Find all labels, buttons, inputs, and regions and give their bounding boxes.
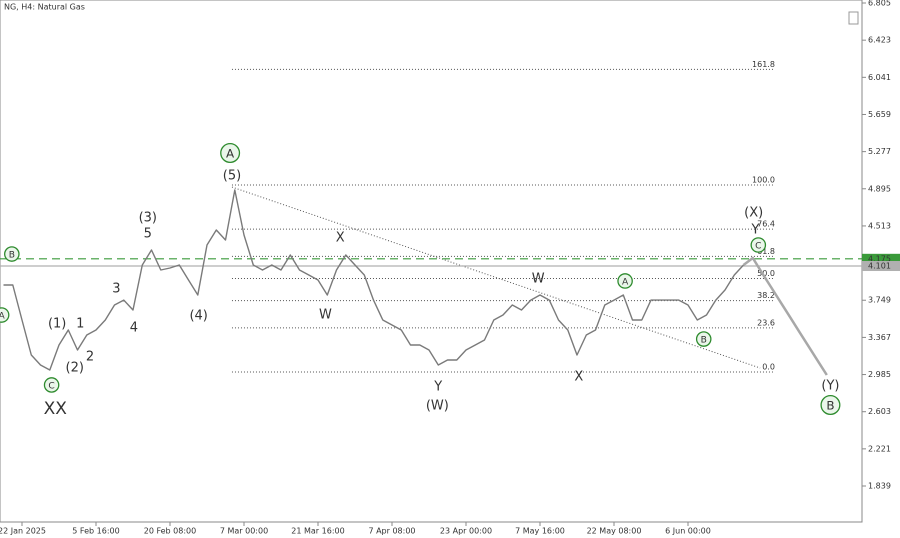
wave-label: (4): [189, 309, 207, 324]
fib-label: 23.6: [757, 318, 775, 327]
wave-label: B: [701, 336, 707, 346]
wave-circle: [820, 394, 841, 415]
wave-label: (3): [139, 210, 157, 225]
y-tick-label: 6.805: [868, 0, 891, 8]
x-tick-label: 20 Feb 08:00: [144, 527, 196, 536]
wave-label: (X): [744, 206, 763, 221]
icon[interactable]: [848, 11, 859, 25]
price-label-box: [862, 253, 900, 264]
wave-label: B: [9, 251, 15, 261]
wave-label: (Y): [821, 378, 839, 393]
wave-label: (5): [223, 168, 241, 183]
wave-circle: [43, 377, 60, 393]
forecast-path: [742, 256, 828, 376]
wave-label: C: [755, 242, 761, 252]
wave-label: C: [48, 381, 54, 391]
y-tick-label: 6.041: [868, 73, 891, 82]
wave-circle: [617, 273, 633, 289]
price-line-series: [3, 189, 745, 371]
wave-label: X: [336, 231, 345, 246]
price-label: 4.101: [868, 262, 891, 271]
wave-label: (2): [66, 360, 84, 375]
wave-label: W: [532, 271, 545, 286]
wave-label: 2: [86, 349, 94, 364]
fib-label: 50.0: [757, 269, 775, 278]
wave-label: B: [826, 398, 834, 412]
wave-label: XX: [44, 399, 68, 419]
wave-label: 5: [144, 227, 152, 242]
wave-label: 3: [112, 281, 120, 296]
wave-label: A: [0, 312, 6, 322]
x-tick-label: 5 Feb 16:00: [72, 527, 119, 536]
wave-label: A: [622, 277, 629, 287]
wave-label: W: [319, 307, 332, 322]
y-tick-label: 2.603: [868, 407, 891, 416]
wave-circle: [4, 246, 20, 262]
x-tick-label: 7 Apr 08:00: [368, 527, 415, 536]
wave-label: Y: [751, 223, 760, 238]
wave-label: (W): [426, 398, 449, 413]
x-tick-label: 22 May 08:00: [587, 527, 642, 536]
y-tick-label: 2.221: [868, 444, 891, 453]
y-tick-label: 3.367: [868, 333, 891, 342]
fib-label: 100.0: [752, 175, 775, 184]
y-tick-label: 3.749: [868, 296, 891, 305]
y-tick-label: 2.985: [868, 370, 891, 379]
x-tick-label: 22 Jan 2025: [0, 527, 46, 536]
fib-label: 161.8: [752, 60, 775, 69]
plot-frame: [0, 0, 863, 523]
price-label: 4.175: [868, 254, 891, 263]
y-tick-label: 4.513: [868, 221, 891, 230]
x-tick-label: 23 Apr 00:00: [440, 527, 492, 536]
y-tick-label: 5.277: [868, 147, 891, 156]
wave-circle: [750, 237, 767, 253]
trendline: [231, 186, 761, 369]
wave-label: (1): [48, 317, 66, 332]
wave-circle: [220, 142, 241, 163]
x-tick-label: 21 Mar 16:00: [291, 527, 344, 536]
y-tick-label: 5.659: [868, 110, 891, 119]
x-tick-label: 7 May 16:00: [515, 527, 565, 536]
chart-title: NG, H4: Natural Gas: [4, 3, 85, 12]
wave-circle: [0, 307, 10, 323]
price-label-box: [862, 261, 900, 272]
fib-label: 38.2: [757, 291, 775, 300]
wave-label: Y: [433, 380, 442, 395]
x-tick-label: 6 Jun 00:00: [665, 527, 711, 536]
x-tick-label: 7 Mar 00:00: [220, 527, 268, 536]
y-tick-label: 6.423: [868, 36, 891, 45]
y-tick-label: 1.839: [868, 482, 891, 491]
wave-label: X: [574, 370, 583, 385]
fib-label: 0.0: [762, 363, 775, 372]
fib-label: 76.4: [757, 220, 775, 229]
wave-circle: [695, 331, 712, 347]
wave-label: 1: [76, 317, 84, 332]
y-tick-label: 4.895: [868, 184, 891, 193]
fib-label: 61.8: [757, 247, 775, 256]
wave-label: A: [226, 146, 235, 160]
wave-label: 4: [130, 320, 138, 335]
